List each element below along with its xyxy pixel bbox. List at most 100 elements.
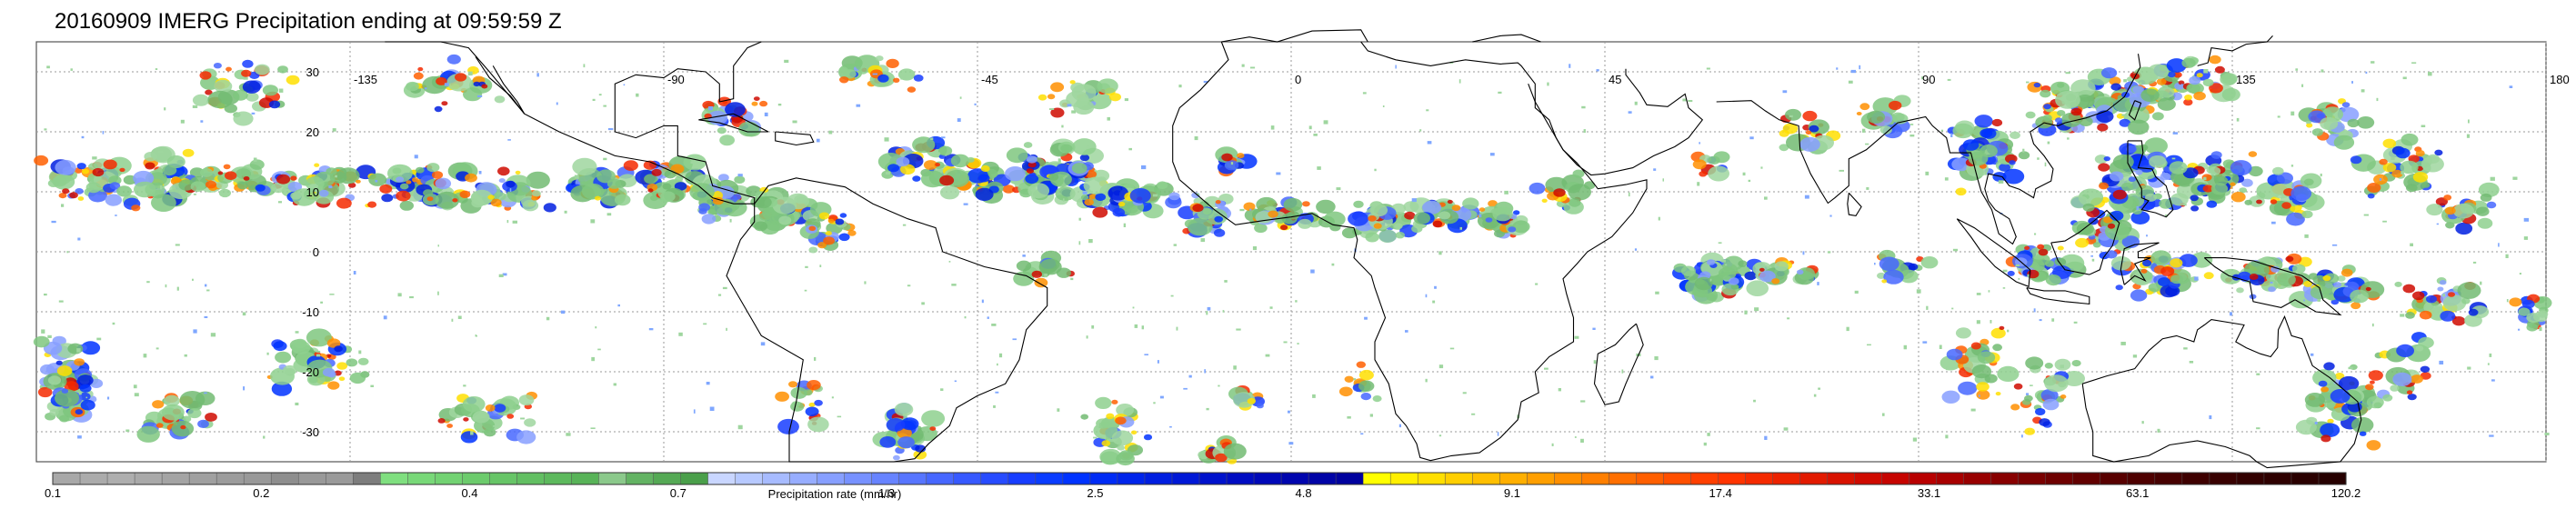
precip-cell (2480, 193, 2492, 202)
precip-cell (2099, 182, 2109, 190)
precip-cell (2150, 250, 2171, 265)
precip-cell (1006, 147, 1028, 164)
precip-cell (103, 159, 117, 170)
precip-speck (574, 175, 579, 179)
coastline (698, 113, 769, 133)
precip-cell (2310, 285, 2330, 300)
precip-speck (2306, 121, 2311, 124)
precip-cell (2526, 313, 2541, 323)
precip-speck (51, 220, 56, 224)
precip-cell (900, 164, 916, 175)
precip-cell (1106, 413, 1115, 420)
precip-speck (1707, 433, 1710, 436)
precip-speck (1912, 437, 1917, 442)
precip-cell (2103, 156, 2110, 162)
precip-cell (1867, 110, 1886, 124)
precip-cell (2448, 292, 2455, 297)
precip-cell (2166, 58, 2187, 73)
precip-cell (2112, 189, 2127, 200)
precip-speck (164, 107, 166, 111)
precip-cell (1369, 204, 1388, 217)
precip-cell (497, 166, 510, 176)
precip-cell (732, 194, 742, 200)
precip-cell (460, 431, 478, 444)
colorbar-cell (1881, 472, 1910, 485)
precip-speck (146, 281, 150, 284)
precip-speck (959, 96, 962, 99)
precip-cell (775, 391, 789, 402)
precip-cell (1974, 115, 1993, 128)
precip-cell (2115, 284, 2123, 291)
precip-speck (1438, 434, 1442, 437)
precip-speck (2181, 168, 2184, 170)
colorbar-cell (79, 472, 108, 485)
precip-cell (2367, 183, 2381, 193)
precip-cell (1302, 201, 1310, 207)
precip-speck (974, 103, 977, 105)
precip-cell (734, 175, 746, 184)
precip-cell (1116, 452, 1135, 466)
precip-speck (617, 304, 620, 307)
precip-cell (396, 190, 411, 202)
colorbar-cell (1990, 472, 2020, 485)
precip-speck (2037, 157, 2040, 160)
precip-speck (603, 157, 607, 161)
precip-cell (2045, 274, 2061, 286)
precip-cell (2394, 281, 2402, 287)
precip-cell (446, 54, 461, 65)
precip-cell (1031, 270, 1043, 278)
precip-cell (1080, 195, 1089, 201)
precip-cell (777, 418, 799, 434)
precip-speck (1270, 125, 1275, 130)
precip-speck (1159, 395, 1164, 399)
precip-speck (76, 348, 81, 353)
precip-cell (246, 92, 259, 102)
precip-cell (2382, 394, 2393, 402)
precip-cell (1099, 448, 1122, 465)
precip-cell (1283, 197, 1303, 212)
precip-cell (2098, 163, 2110, 172)
precip-speck (1425, 294, 1428, 298)
precip-speck (2489, 434, 2494, 437)
precip-cell (2110, 255, 2131, 271)
precip-cell (1771, 278, 1780, 284)
precip-cell (416, 166, 425, 174)
precip-cell (455, 73, 467, 82)
precip-cell (886, 58, 899, 68)
precip-cell (805, 406, 819, 417)
precip-speck (509, 188, 512, 193)
coastline (385, 41, 762, 205)
precip-speck (242, 312, 246, 316)
precip-cell (2055, 117, 2063, 124)
precip-cell (2270, 199, 2278, 205)
precip-speck (2480, 281, 2482, 285)
precip-cell (1422, 200, 1442, 215)
precip-cell (1859, 103, 1870, 111)
precip-cell (2178, 80, 2185, 85)
colorbar-cell (898, 472, 927, 485)
colorbar-cell (953, 472, 982, 485)
precip-speck (1764, 196, 1768, 200)
precip-speck (1699, 142, 1700, 145)
colorbar-cell (1226, 472, 1255, 485)
precip-cell (1492, 206, 1513, 222)
precip-speck (2382, 220, 2387, 223)
precip-cell (145, 162, 155, 170)
precip-cell (1680, 265, 1696, 276)
precip-speck (963, 203, 968, 205)
precip-cell (759, 100, 768, 107)
precip-cell (2455, 222, 2473, 235)
precip-speck (1250, 66, 1256, 69)
precip-cell (915, 444, 927, 453)
precip-cell (277, 65, 288, 74)
precip-cell (318, 189, 329, 197)
precip-cell (2338, 375, 2360, 391)
coastline (1593, 323, 1644, 405)
precip-speck (930, 137, 934, 140)
precip-cell (2412, 172, 2429, 183)
precip-cell (178, 179, 195, 191)
precip-speck (44, 128, 47, 131)
coastline (775, 131, 815, 146)
precip-cell (2025, 111, 2036, 119)
precip-cell (2148, 283, 2161, 293)
